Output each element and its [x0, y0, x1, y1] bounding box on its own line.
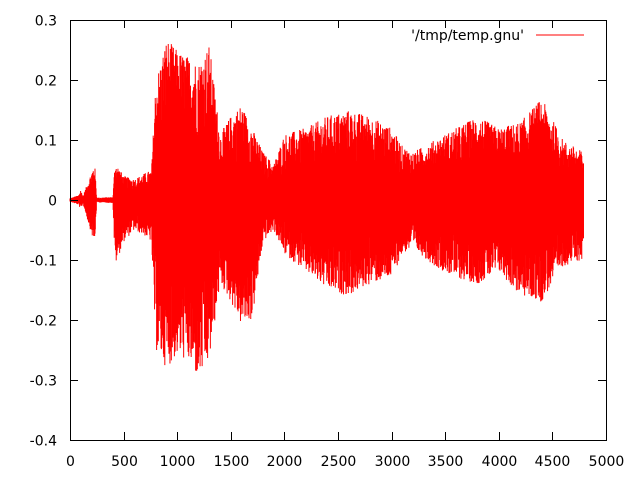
- y-tick-label: 0.3: [35, 14, 57, 30]
- plot-frame: [70, 20, 607, 441]
- x-tick-label: 0: [66, 454, 75, 470]
- x-tick-label: 500: [111, 454, 138, 470]
- x-tick-label: 5000: [589, 454, 625, 470]
- x-tick-label: 3000: [375, 454, 411, 470]
- y-tick-label: -0.2: [30, 314, 57, 330]
- x-tick-label: 4000: [482, 454, 518, 470]
- legend: '/tmp/temp.gnu': [411, 28, 584, 44]
- legend-label: '/tmp/temp.gnu': [411, 28, 524, 44]
- x-axis: 0 500 1000 1500 2000 2500 3000 3500 4000 4500 5000: [66, 20, 624, 470]
- x-tick-label: 1000: [160, 454, 196, 470]
- y-tick-label: -0.3: [30, 374, 57, 390]
- y-tick-label: 0: [48, 194, 57, 210]
- y-tick-label: -0.4: [30, 434, 57, 450]
- x-tick-label: 4500: [535, 454, 571, 470]
- x-tick-label: 2000: [267, 454, 303, 470]
- x-tick-label: 3500: [428, 454, 464, 470]
- x-tick-label: 1500: [214, 454, 250, 470]
- x-tick-label: 2500: [321, 454, 357, 470]
- y-tick-label: 0.1: [35, 134, 57, 150]
- y-tick-label: -0.1: [30, 254, 57, 270]
- y-tick-label: 0.2: [35, 74, 57, 90]
- y-axis: 0.3 0.2 0.1 0 -0.1 -0.2 -0.3 -0.4: [30, 14, 606, 450]
